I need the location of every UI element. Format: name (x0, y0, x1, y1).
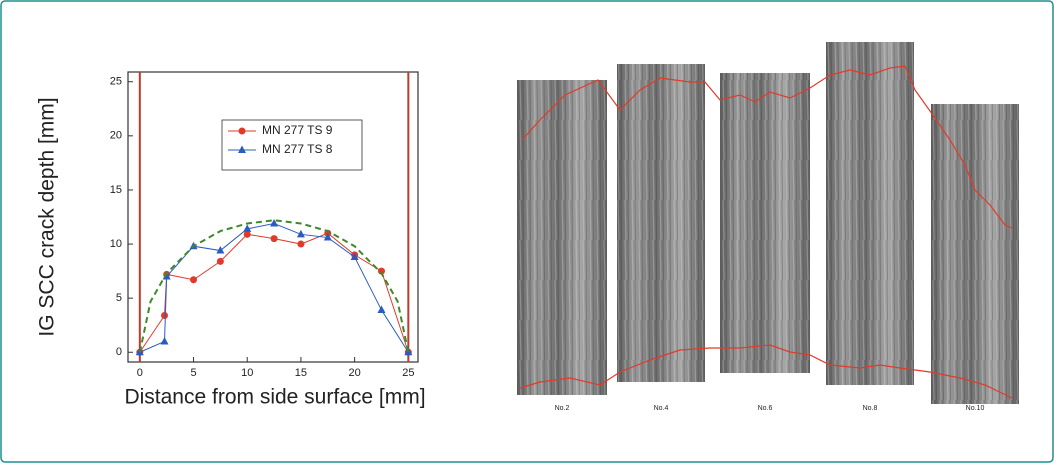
y-axis-label: IG SCC crack depth [mm] (36, 97, 59, 336)
x-axis-label: Distance from side surface [mm] (124, 386, 425, 409)
micrograph-texture (617, 64, 705, 382)
micrograph-label: No.6 (758, 405, 773, 412)
point (243, 230, 251, 238)
legend-label: MN 277 TS 8 (262, 142, 333, 156)
micrograph-texture (720, 73, 810, 373)
x-tick-label: 20 (349, 367, 361, 379)
point (323, 233, 332, 241)
micrograph-label: No.2 (555, 405, 570, 412)
x-tick-label: 25 (402, 367, 414, 379)
point (377, 305, 386, 314)
micrographs: No.2 No.4 No.6 No.8 No.10 (517, 42, 1019, 412)
series-line (139, 222, 409, 353)
micrograph-label: No.10 (966, 405, 985, 412)
legend-marker (238, 127, 246, 135)
micrograph-label: No.8 (863, 405, 878, 412)
series-line (138, 219, 410, 353)
crack-front-bottom (519, 344, 1013, 399)
legend-label: MN 277 TS 9 (262, 123, 333, 137)
micrograph-texture (517, 80, 607, 395)
y-tick-label: 5 (116, 292, 122, 304)
point (161, 311, 169, 319)
crack-front-top (521, 65, 1013, 229)
point (270, 218, 279, 227)
point (297, 240, 305, 248)
y-tick-label: 15 (110, 184, 122, 196)
point (160, 336, 169, 345)
x-tick-label: 10 (241, 367, 253, 379)
point (162, 272, 171, 280)
point (190, 276, 198, 284)
x-tick-label: 5 (190, 367, 196, 379)
y-tick-label: 20 (110, 130, 122, 142)
y-tick-label: 10 (110, 238, 122, 250)
point (350, 252, 359, 261)
legend-marker (238, 145, 246, 153)
point (216, 257, 224, 265)
point (243, 224, 252, 232)
micrograph-texture (931, 104, 1019, 404)
chart: 0 5 10 15 20 25 0 5 10 15 20 25 IG SCC crack depth [… (36, 71, 426, 409)
plot-frame (127, 71, 419, 363)
point (270, 235, 278, 243)
x-tick-label: 15 (295, 367, 307, 379)
y-tick-label: 0 (116, 346, 122, 358)
point (216, 246, 225, 254)
micrograph-label: No.4 (654, 405, 669, 412)
point (296, 229, 305, 238)
micrograph-texture (826, 42, 914, 385)
y-tick-label: 25 (110, 76, 122, 88)
x-tick-label: 0 (137, 367, 143, 379)
legend-box (221, 119, 363, 171)
